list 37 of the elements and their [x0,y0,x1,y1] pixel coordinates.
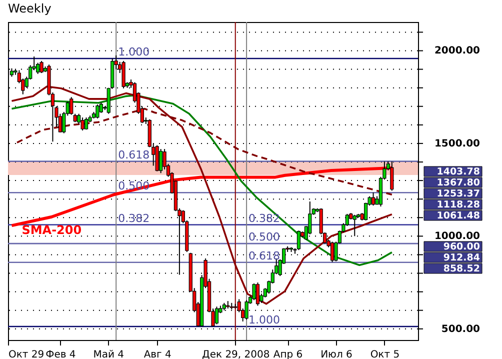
candlestick [296,230,301,251]
y-tick-label: 500.00 [441,324,480,335]
y-tick-label: 2000.00 [434,46,480,57]
candlestick [84,116,88,130]
candlestick [80,116,84,131]
annotation: 1.000 [118,46,150,59]
series-label: SMA-200 [22,222,82,237]
x-tick-label: Июл 6 [320,350,352,359]
text: 960.00 [443,241,480,252]
candlestick [159,148,163,174]
y-tick-label: 1500.00 [434,138,480,150]
annotation: 0.382 [118,212,150,225]
annotation: 0.618 [248,249,280,262]
annotation: 0.618 [118,148,150,162]
text: 912.84 [443,252,480,264]
candlestick [252,282,256,301]
candlestick [330,241,334,263]
x-tick-label: Окт 5 [370,350,400,359]
text: 1253.37 [436,188,480,200]
line-series [10,94,393,266]
annotation: 0.382 [248,212,280,225]
x-tick-label: Авг 4 [144,350,172,359]
x-tick-label: Фев 4 [46,350,76,359]
x-tick-label: Окт 29 [8,350,44,359]
text: 1061.48 [436,210,480,222]
candlestick [70,96,74,116]
x-tick-label: Дек 29, 2008 [202,350,270,359]
y-tick-label: 1000.00 [434,231,480,242]
text: 858.52 [443,263,480,274]
candlestick [40,60,44,74]
chart-title: Weekly [8,2,52,16]
text: 1403.78 [436,166,480,178]
text: 1367.80 [436,177,480,188]
annotation: 1.000 [248,313,280,326]
annotation: 0.500 [248,230,280,244]
text: 1118.28 [436,199,480,210]
x-tick-label: Май 4 [93,350,124,359]
